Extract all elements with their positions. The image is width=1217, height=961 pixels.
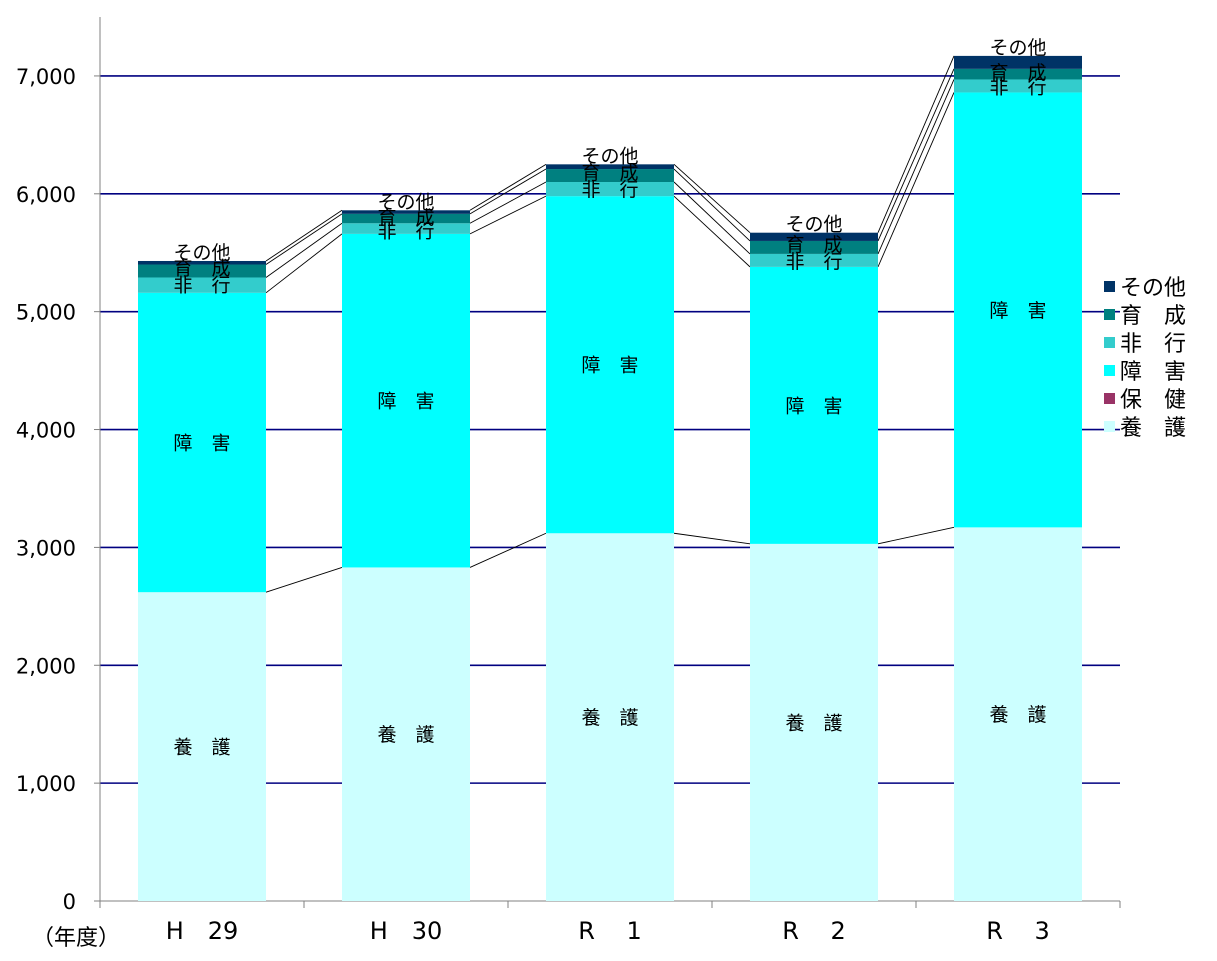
bar-segment — [546, 164, 674, 170]
legend-swatch — [1104, 365, 1115, 376]
bar-segment — [954, 92, 1082, 528]
bar-segment — [138, 277, 266, 293]
segment-label: 育 成 — [581, 162, 638, 184]
x-unit-label: （年度） — [32, 926, 120, 951]
series-line — [469, 532, 547, 568]
segment-label: 障 害 — [989, 300, 1046, 322]
segment-label: 障 害 — [377, 391, 434, 413]
y-tick-label: 5,000 — [16, 301, 76, 325]
series-line — [469, 163, 547, 211]
bar-segment — [750, 240, 878, 254]
segment-label: 養 護 — [785, 712, 842, 734]
category-label: H 30 — [370, 917, 443, 945]
segment-label: 養 護 — [173, 737, 230, 759]
bar-segment — [954, 68, 1082, 80]
legend-swatch — [1104, 281, 1115, 292]
bar-segment — [954, 527, 1082, 901]
series-line — [673, 181, 751, 255]
segment-label: 育 成 — [989, 62, 1046, 84]
legend-label: 非 行 — [1120, 332, 1186, 357]
legend-label: その他 — [1120, 276, 1186, 301]
legend-swatch — [1104, 337, 1115, 348]
bar-segment — [342, 223, 470, 234]
segment-label: 養 護 — [377, 724, 434, 746]
bar-segment — [954, 79, 1082, 93]
series-line — [265, 222, 343, 278]
y-tick-label: 4,000 — [16, 419, 76, 443]
legend-swatch — [1104, 393, 1115, 404]
segment-label: 育 成 — [173, 258, 230, 280]
bar-segment — [138, 264, 266, 278]
segment-label: 非 行 — [785, 251, 842, 273]
bar-segment — [750, 266, 878, 544]
y-tick-label: 3,000 — [16, 536, 76, 560]
series-line — [877, 79, 955, 255]
segment-label: 非 行 — [173, 274, 230, 296]
segment-label: 障 害 — [173, 432, 230, 454]
category-label: R 3 — [986, 917, 1050, 945]
segment-label: 非 行 — [377, 220, 434, 242]
bar-segment — [546, 182, 674, 197]
bar-segment — [954, 55, 1082, 69]
bar-segment — [546, 533, 674, 901]
y-tick-label: 7,000 — [16, 65, 76, 89]
series-line — [673, 195, 751, 268]
series-line — [265, 567, 343, 593]
y-tick-label: 1,000 — [16, 772, 76, 796]
bar-segment — [750, 232, 878, 241]
segment-label: その他 — [377, 191, 434, 213]
bar-segment — [342, 233, 470, 568]
series-line — [673, 168, 751, 242]
y-tick-label: 2,000 — [16, 654, 76, 678]
bar-segment — [750, 253, 878, 267]
category-label: R 2 — [782, 917, 846, 945]
series-line — [469, 168, 547, 215]
segment-label: 非 行 — [581, 179, 638, 201]
series-line — [265, 233, 343, 294]
bar-segment — [138, 592, 266, 901]
y-tick-label: 6,000 — [16, 183, 76, 207]
category-label: H 29 — [166, 917, 239, 945]
series-line — [673, 532, 751, 545]
bar-segment — [342, 213, 470, 224]
bar-segment — [750, 543, 878, 901]
legend-swatch — [1104, 421, 1115, 432]
series-line — [877, 68, 955, 242]
legend-label: 保 健 — [1120, 388, 1186, 413]
y-tick-label: 0 — [63, 890, 76, 914]
segment-label: 障 害 — [785, 395, 842, 417]
segment-label: 養 護 — [989, 704, 1046, 726]
segment-label: その他 — [173, 242, 230, 264]
segment-label: その他 — [989, 37, 1046, 59]
segment-label: 養 護 — [581, 707, 638, 729]
legend-label: 養 護 — [1120, 416, 1186, 441]
bar-segment — [138, 292, 266, 593]
series-line — [265, 209, 343, 262]
series-line — [673, 163, 751, 234]
segment-label: 障 害 — [581, 355, 638, 377]
bar-segment — [138, 260, 266, 265]
category-label: R 1 — [578, 917, 642, 945]
legend-label: 育 成 — [1120, 304, 1186, 329]
series-line — [877, 92, 955, 268]
series-line — [265, 213, 343, 265]
segment-label: その他 — [581, 145, 638, 167]
bar-segment — [546, 169, 674, 183]
bar-segment — [546, 196, 674, 534]
bar-segment — [342, 567, 470, 901]
series-line — [469, 195, 547, 235]
segment-label: 育 成 — [785, 234, 842, 256]
series-line — [469, 181, 547, 224]
legend-swatch — [1104, 309, 1115, 320]
segment-label: 非 行 — [989, 76, 1046, 98]
legend-label: 障 害 — [1120, 360, 1186, 385]
series-line — [877, 526, 955, 545]
bar-segment — [342, 210, 470, 214]
segment-label: 育 成 — [377, 207, 434, 229]
segment-label: その他 — [785, 214, 842, 236]
series-line — [877, 55, 955, 233]
